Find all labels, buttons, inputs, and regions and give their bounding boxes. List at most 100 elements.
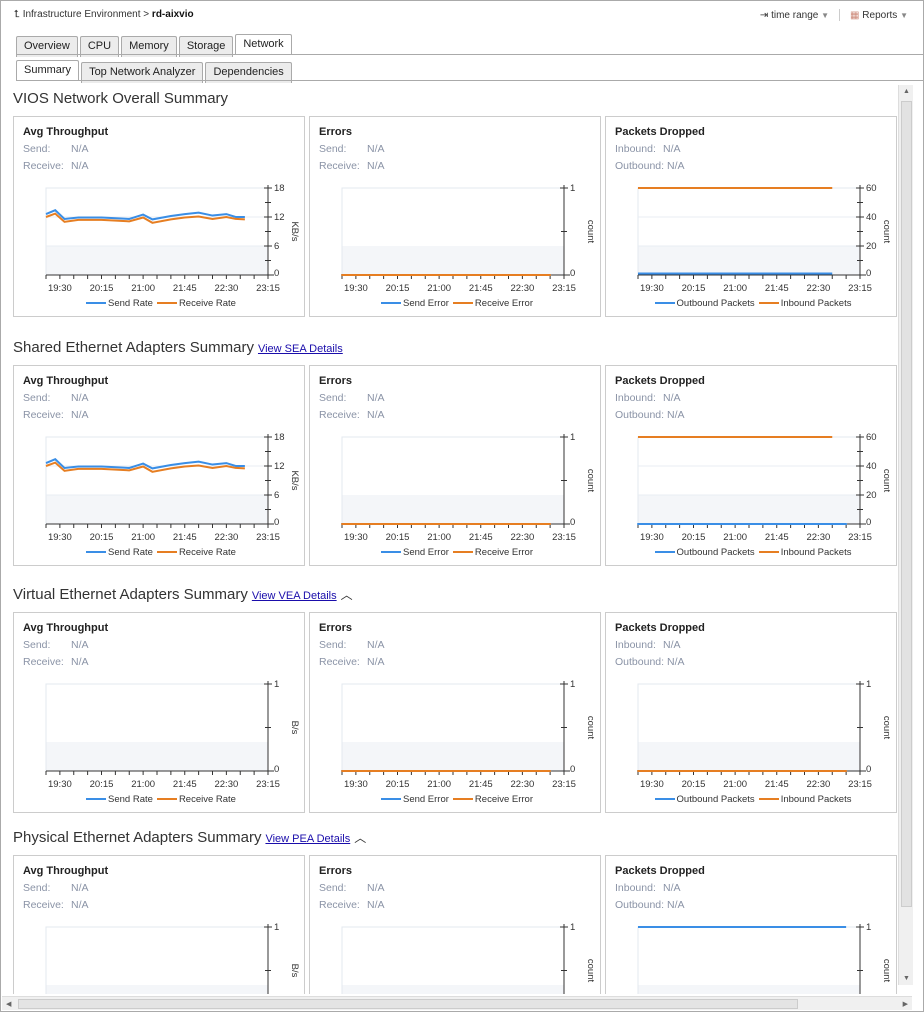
y-axis-label: count — [881, 716, 892, 740]
data-point — [479, 274, 482, 276]
metric-row: Outbound: N/A — [615, 409, 685, 421]
metric-label: Inbound: — [615, 882, 656, 894]
legend-item[interactable]: Send Rate — [82, 298, 153, 309]
chevron-up-icon[interactable]: ︿ — [354, 831, 367, 845]
scroll-left-icon[interactable]: ◀ — [6, 1001, 12, 1008]
view-details-link[interactable]: View VEA Details — [251, 590, 337, 602]
legend-item[interactable]: Send Error — [377, 794, 449, 805]
x-tick-label: 19:30 — [344, 779, 368, 790]
legend-item[interactable]: Send Rate — [82, 794, 153, 805]
data-point — [410, 523, 413, 525]
y-tick-label: 1 — [570, 183, 575, 194]
data-point — [354, 274, 357, 276]
main-tabs: Overview CPU Memory Storage Network — [16, 34, 292, 57]
legend-item[interactable]: Inbound Packets — [755, 547, 852, 558]
x-tick-label: 20:15 — [90, 283, 114, 294]
metric-row: Inbound: N/A — [615, 392, 681, 404]
legend-item[interactable]: Receive Rate — [153, 547, 236, 558]
tab-network[interactable]: Network — [235, 34, 292, 55]
breadcrumb-root[interactable]: Infrastructure Environment — [22, 9, 141, 20]
scroll-thumb[interactable] — [18, 999, 798, 1009]
tab-storage[interactable]: Storage — [178, 36, 234, 57]
legend-label: Inbound Packets — [780, 547, 852, 558]
vertical-scrollbar[interactable]: ▲ ▼ — [898, 85, 913, 985]
y-tick-label: 1 — [274, 922, 279, 933]
tab-cpu[interactable]: CPU — [79, 36, 120, 57]
tab-summary[interactable]: Summary — [16, 60, 80, 81]
chart-legend: Send Rate Receive Rate — [14, 547, 304, 558]
legend-item[interactable]: Receive Error — [449, 547, 533, 558]
legend-swatch — [380, 551, 401, 554]
metric-row: Send: N/A — [319, 143, 385, 155]
y-tick-label: 0 — [274, 764, 279, 775]
legend-item[interactable]: Receive Error — [449, 298, 533, 309]
metric-label: Outbound: — [615, 899, 665, 911]
legend-item[interactable]: Send Error — [377, 547, 449, 558]
metric-value: N/A — [71, 160, 89, 172]
scroll-thumb[interactable] — [901, 101, 912, 907]
legend-item[interactable]: Send Error — [377, 298, 449, 309]
legend-item[interactable]: Inbound Packets — [755, 794, 851, 805]
metric-label: Receive: — [23, 899, 64, 911]
x-tick-label: 19:30 — [48, 283, 72, 294]
metric-panel: Avg Throughput Send: N/A Receive: N/A 0 6 12 18 1… — [13, 116, 305, 317]
tab-top-network-analyzer[interactable]: Top Network Analyzer — [81, 62, 204, 83]
scroll-right-icon[interactable]: ▶ — [902, 1001, 908, 1008]
legend-item[interactable]: Receive Rate — [153, 298, 236, 309]
tab-overview[interactable]: Overview — [16, 36, 78, 57]
y-tick-label: 18 — [274, 432, 285, 443]
y-tick-label: 0 — [570, 517, 575, 528]
legend-item[interactable]: Outbound Packets — [651, 547, 755, 558]
metric-panel: Avg Throughput Send: N/A Receive: N/A 0119:30… — [13, 855, 305, 994]
data-point — [452, 770, 454, 772]
chart-band — [342, 985, 564, 994]
metric-row: Inbound: N/A — [615, 882, 681, 894]
legend-item[interactable]: Receive Rate — [153, 794, 236, 805]
data-point — [341, 770, 343, 772]
legend-item[interactable]: Inbound Packets — [755, 298, 851, 309]
series-line-send-rate — [45, 458, 245, 470]
data-point — [341, 523, 343, 525]
view-details-link[interactable]: View SEA Details — [257, 343, 343, 355]
data-point — [789, 523, 792, 525]
legend-item[interactable]: Outbound Packets — [651, 298, 755, 309]
tab-dependencies[interactable]: Dependencies — [205, 62, 292, 83]
chart-band — [638, 985, 860, 994]
section-title-text: Physical Ethernet Adapters Summary — [13, 829, 262, 846]
horizontal-scrollbar[interactable]: ◀ ▶ — [2, 996, 912, 1010]
legend-item[interactable]: Receive Error — [449, 794, 533, 805]
time-range-button[interactable]: ⇥ time range ▼ — [760, 10, 829, 21]
data-point — [535, 274, 538, 276]
y-axis-label: B/s — [289, 964, 300, 978]
reports-button[interactable]: ▦ Reports ▼ — [850, 10, 908, 21]
x-tick-label: 21:00 — [131, 532, 155, 543]
scroll-down-icon[interactable]: ▼ — [903, 975, 910, 982]
chart-band — [46, 742, 268, 771]
metric-row: Send: N/A — [23, 882, 89, 894]
tab-memory[interactable]: Memory — [121, 36, 177, 57]
data-point — [438, 770, 441, 772]
data-point — [410, 274, 413, 276]
metric-row: Send: N/A — [23, 392, 89, 404]
chart-legend: Send Error Receive Error — [310, 298, 600, 309]
data-point — [748, 523, 750, 525]
chart-band — [46, 985, 268, 994]
legend-item[interactable]: Send Rate — [82, 547, 153, 558]
view-details-link[interactable]: View PEA Details — [265, 833, 351, 845]
data-point — [831, 523, 834, 525]
panel-title: Avg Throughput — [23, 126, 109, 138]
metric-value: N/A — [71, 392, 89, 404]
x-tick-label: 19:30 — [48, 779, 72, 790]
up-icon[interactable]: ⮤ — [14, 9, 20, 20]
data-point — [535, 770, 538, 772]
scroll-up-icon[interactable]: ▲ — [903, 88, 910, 95]
y-tick-label: 0 — [866, 517, 871, 528]
data-point — [761, 523, 764, 525]
metric-value: N/A — [667, 160, 685, 172]
chevron-up-icon[interactable]: ︿ — [340, 588, 353, 602]
legend-label: Receive Rate — [178, 547, 236, 558]
x-tick-label: 21:00 — [723, 779, 747, 790]
legend-item[interactable]: Outbound Packets — [651, 794, 755, 805]
